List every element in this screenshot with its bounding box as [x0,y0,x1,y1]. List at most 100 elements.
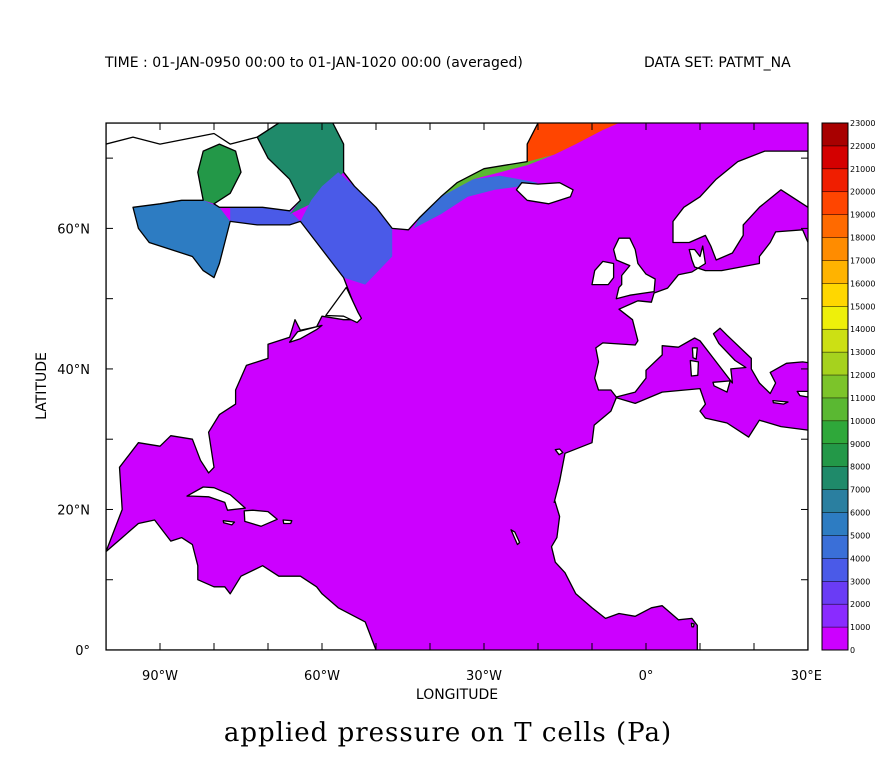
colorbar-label: 7000 [850,486,870,495]
land-jamaica [222,520,236,526]
colorbar-label: 19000 [850,211,875,220]
land-cyprus-stub [796,390,808,398]
colorbar-swatch [822,168,848,193]
land-sardinia [689,359,700,377]
colorbar-label: 23000 [850,119,875,128]
land-sicily [712,380,731,393]
region-denmark-strait [440,154,555,197]
region-labrador-sea [300,172,393,285]
colorbar-label: 6000 [850,509,870,518]
colorbar-label: 13000 [850,348,875,357]
x-tick-label: 90°W [142,669,178,684]
colorbar-label: 15000 [850,302,875,311]
region-foxe-basin [197,144,241,204]
colorbar-swatch [822,581,848,605]
colorbar-swatch [822,512,848,536]
region-hudson-bay [133,200,231,278]
colorbar-swatch [822,397,848,422]
colorbar-label: 0 [850,646,855,655]
region-hudson-strait [230,207,301,225]
colorbar-label: 10000 [850,417,875,426]
plot-frame [105,122,809,651]
colorbar-swatch [822,627,848,651]
colorbar-label: 21000 [850,165,875,174]
colorbar-label: 16000 [850,279,875,288]
y-tick-label: 20°N [57,503,90,518]
time-range-label: TIME : 01-JAN-0950 00:00 to 01-JAN-1020 … [105,55,523,71]
region-greenland-sea [527,123,619,162]
x-axis-label: LONGITUDE [416,687,498,703]
land-canary-islands [554,448,564,456]
colorbar-swatch [822,123,848,147]
colorbar-swatch [822,535,848,559]
colorbar-label: 12000 [850,371,875,380]
plot-area [106,123,808,650]
colorbar-label: 3000 [850,577,870,586]
land-ireland [591,260,615,286]
colorbar-label: 14000 [850,325,875,334]
land-hispaniola [243,509,278,527]
y-axis: 0° 20°N 40°N 60°N [57,157,808,659]
colorbar-swatch [822,604,848,628]
colorbar-swatch [822,329,848,353]
colorbar-swatch [822,237,848,261]
land-iceland [515,182,574,205]
land-cuba [186,486,246,511]
colorbar-swatch [822,558,848,582]
x-tick-label: 60°W [304,669,340,684]
pressure-regions [133,123,619,285]
colorbar-label: 18000 [850,234,875,243]
colorbar-swatch [822,306,848,330]
land-newfoundland [325,286,363,324]
colorbar-swatch [822,489,848,513]
colorbar-label: 9000 [850,440,870,449]
y-axis-label: LATITUDE [34,352,50,420]
colorbar-swatch [822,375,848,399]
land-baffin-island [106,123,280,145]
land-corsica [691,347,698,360]
land-cape-verde [510,529,521,546]
y-tick-label: 60°N [57,222,90,237]
colorbar-swatch [822,191,848,216]
y-tick-label: 40°N [57,363,90,378]
colorbar-label: 20000 [850,188,875,197]
colorbar-swatch [822,466,848,491]
x-tick-label: 0° [639,669,654,684]
colorbar-label: 17000 [850,256,875,265]
land-greenland [332,123,539,231]
land-europe [594,229,808,398]
land-puerto-rico [282,519,293,525]
land-africa [550,387,808,650]
colorbar: 0 1000 2000 3000 4000 5000 6000 7000 8000 9000 100… [821,119,875,655]
colorbar-frame [821,122,849,651]
land-nova-scotia-pei [288,324,323,343]
colorbar-label: 8000 [850,463,870,472]
land-crete [772,399,789,405]
colorbar-label: 1000 [850,623,870,632]
colorbar-swatch [822,145,848,170]
colorbar-label: 11000 [850,394,875,403]
x-tick-label: 30°W [466,669,502,684]
x-tick-label: 30°E [791,669,822,684]
colorbar-label: 2000 [850,600,870,609]
land-masses [106,123,808,650]
plot-title: applied pressure on T cells (Pa) [223,718,673,748]
dataset-label: DATA SET: PATMT_NA [644,55,791,71]
colorbar-swatch [822,260,848,284]
colorbar-swatch [822,352,848,376]
land-scandinavia [672,150,808,261]
land-bioko [690,622,695,628]
colorbar-label: 22000 [850,142,875,151]
colorbar-swatch [822,214,848,238]
colorbar-swatch [822,443,848,468]
land-north-america [106,123,377,650]
colorbar-label: 5000 [850,531,870,540]
colorbar-swatch [822,420,848,445]
region-irminger-sea [413,175,538,229]
y-tick-label: 0° [75,644,90,659]
x-axis: 90°W 60°W 30°W 0° 30°E [105,123,822,684]
colorbar-label: 4000 [850,554,870,563]
colorbar-swatch [822,283,848,307]
land-great-britain [612,237,656,300]
